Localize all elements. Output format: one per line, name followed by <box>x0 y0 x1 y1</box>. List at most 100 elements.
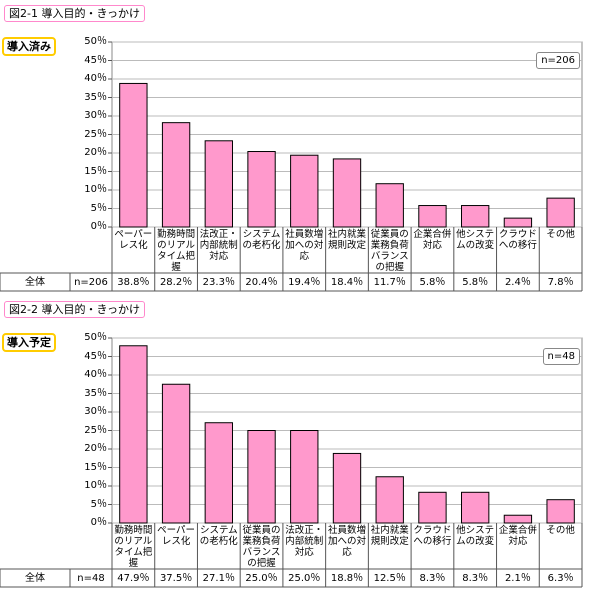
value-label: 19.4％ <box>288 277 321 288</box>
y-tick-label: 40％ <box>84 369 107 380</box>
x-category-label: 法改正・内部統制対応 <box>285 525 324 558</box>
bar <box>461 491 490 524</box>
value-label: 47.9％ <box>117 573 150 584</box>
n-cell: n=206 <box>74 277 108 288</box>
bar <box>418 205 447 228</box>
y-tick-label: 35％ <box>84 387 107 399</box>
x-category-label: 従業員の業務負荷バランスの把握 <box>242 525 281 569</box>
x-category-label: 勤務時間のリアルタイム把握 <box>157 229 196 273</box>
x-category-label: その他 <box>546 229 575 240</box>
x-category-label: 勤務時間のリアルタイム把握 <box>114 525 153 569</box>
x-category-label: 社内就業規則改定 <box>327 229 366 251</box>
badge: 導入済み <box>2 37 56 56</box>
bar <box>332 158 362 228</box>
x-category-label: ペーパーレス化 <box>114 229 153 251</box>
y-tick-label: 40％ <box>84 73 107 84</box>
bar <box>332 452 362 524</box>
x-category-label: システムの老朽化 <box>242 229 281 251</box>
value-label: 38.8％ <box>117 277 150 288</box>
bar <box>161 122 191 228</box>
n-cell: n=48 <box>77 573 105 584</box>
value-label: 23.3％ <box>202 277 235 288</box>
bar <box>119 345 148 524</box>
value-label: 8.3％ <box>419 573 446 584</box>
bar <box>290 430 319 524</box>
x-category-label: 社員数増加への対応 <box>285 229 324 262</box>
y-tick-label: 0％ <box>90 517 107 528</box>
x-category-label: 他システムの改変 <box>456 229 495 251</box>
value-label: 18.8％ <box>330 573 364 584</box>
value-label: 11.7％ <box>373 277 406 288</box>
value-label: 28.2％ <box>159 277 193 288</box>
bar <box>418 491 447 524</box>
value-label: 20.4％ <box>245 277 278 288</box>
total-label: 全体 <box>25 573 45 584</box>
x-category-label: 他システムの改変 <box>456 525 495 547</box>
x-category-label: クラウドへの移行 <box>498 229 537 251</box>
y-tick-label: 25％ <box>84 424 107 436</box>
bar <box>375 476 404 524</box>
value-label: 18.4％ <box>330 277 364 288</box>
value-label: 5.8％ <box>419 277 446 288</box>
value-label: 12.5％ <box>373 573 406 584</box>
y-tick-label: 50％ <box>84 332 107 343</box>
value-label: 5.8％ <box>462 277 489 288</box>
value-label: 7.8％ <box>547 277 574 288</box>
value-label: 2.4％ <box>504 277 531 288</box>
x-category-label: 企業合併対応 <box>498 525 537 547</box>
x-category-label: システムの老朽化 <box>199 525 238 547</box>
badge: 導入予定 <box>2 333 56 352</box>
y-tick-label: 5％ <box>90 202 107 214</box>
y-tick-label: 45％ <box>84 350 107 362</box>
chart-title: 図2-2 導入目的・きっかけ <box>4 301 146 318</box>
y-tick-label: 25％ <box>84 128 107 140</box>
value-label: 2.1％ <box>504 573 531 584</box>
total-label: 全体 <box>25 277 45 288</box>
y-tick-label: 10％ <box>84 480 107 491</box>
y-tick-label: 45％ <box>84 54 107 66</box>
value-label: 37.5％ <box>159 573 193 584</box>
x-category-label: 社内就業規則改定 <box>370 525 409 547</box>
bar <box>161 383 191 524</box>
bar <box>461 205 490 228</box>
bar <box>204 140 233 228</box>
value-label: 25.0％ <box>245 573 278 584</box>
y-tick-label: 20％ <box>84 443 107 454</box>
x-category-label: クラウドへの移行 <box>413 525 452 547</box>
n-label: n=48 <box>542 348 580 365</box>
x-category-label: その他 <box>546 525 575 536</box>
value-label: 8.3％ <box>462 573 489 584</box>
bar <box>375 183 404 228</box>
bar <box>290 154 319 228</box>
bar <box>546 197 575 228</box>
x-category-label: 社員数増加への対応 <box>327 525 366 558</box>
value-label: 25.0％ <box>288 573 321 584</box>
value-label: 27.1％ <box>202 573 235 584</box>
bar <box>546 499 575 524</box>
chart-title: 図2-1 導入目的・きっかけ <box>4 5 146 22</box>
bar <box>119 82 148 228</box>
y-tick-label: 30％ <box>84 406 107 417</box>
bar <box>247 151 276 228</box>
bar <box>247 430 276 524</box>
y-tick-label: 15％ <box>84 461 107 473</box>
y-tick-label: 5％ <box>90 498 107 510</box>
y-tick-label: 35％ <box>84 91 107 103</box>
value-label: 6.3％ <box>547 573 574 584</box>
x-category-label: 法改正・内部統制対応 <box>199 229 238 262</box>
y-tick-label: 0％ <box>90 221 107 232</box>
y-tick-label: 15％ <box>84 165 107 177</box>
y-tick-label: 10％ <box>84 184 107 195</box>
bar <box>503 514 533 524</box>
y-tick-label: 30％ <box>84 110 107 121</box>
n-label: n=206 <box>536 52 580 69</box>
x-category-label: 企業合併対応 <box>413 229 452 251</box>
x-category-label: ペーパーレス化 <box>157 525 196 547</box>
bar <box>204 422 233 524</box>
bar <box>503 217 533 228</box>
x-category-label: 従業員の業務負荷バランスの把握 <box>370 229 409 273</box>
y-tick-label: 50％ <box>84 36 107 47</box>
y-tick-label: 20％ <box>84 147 107 158</box>
